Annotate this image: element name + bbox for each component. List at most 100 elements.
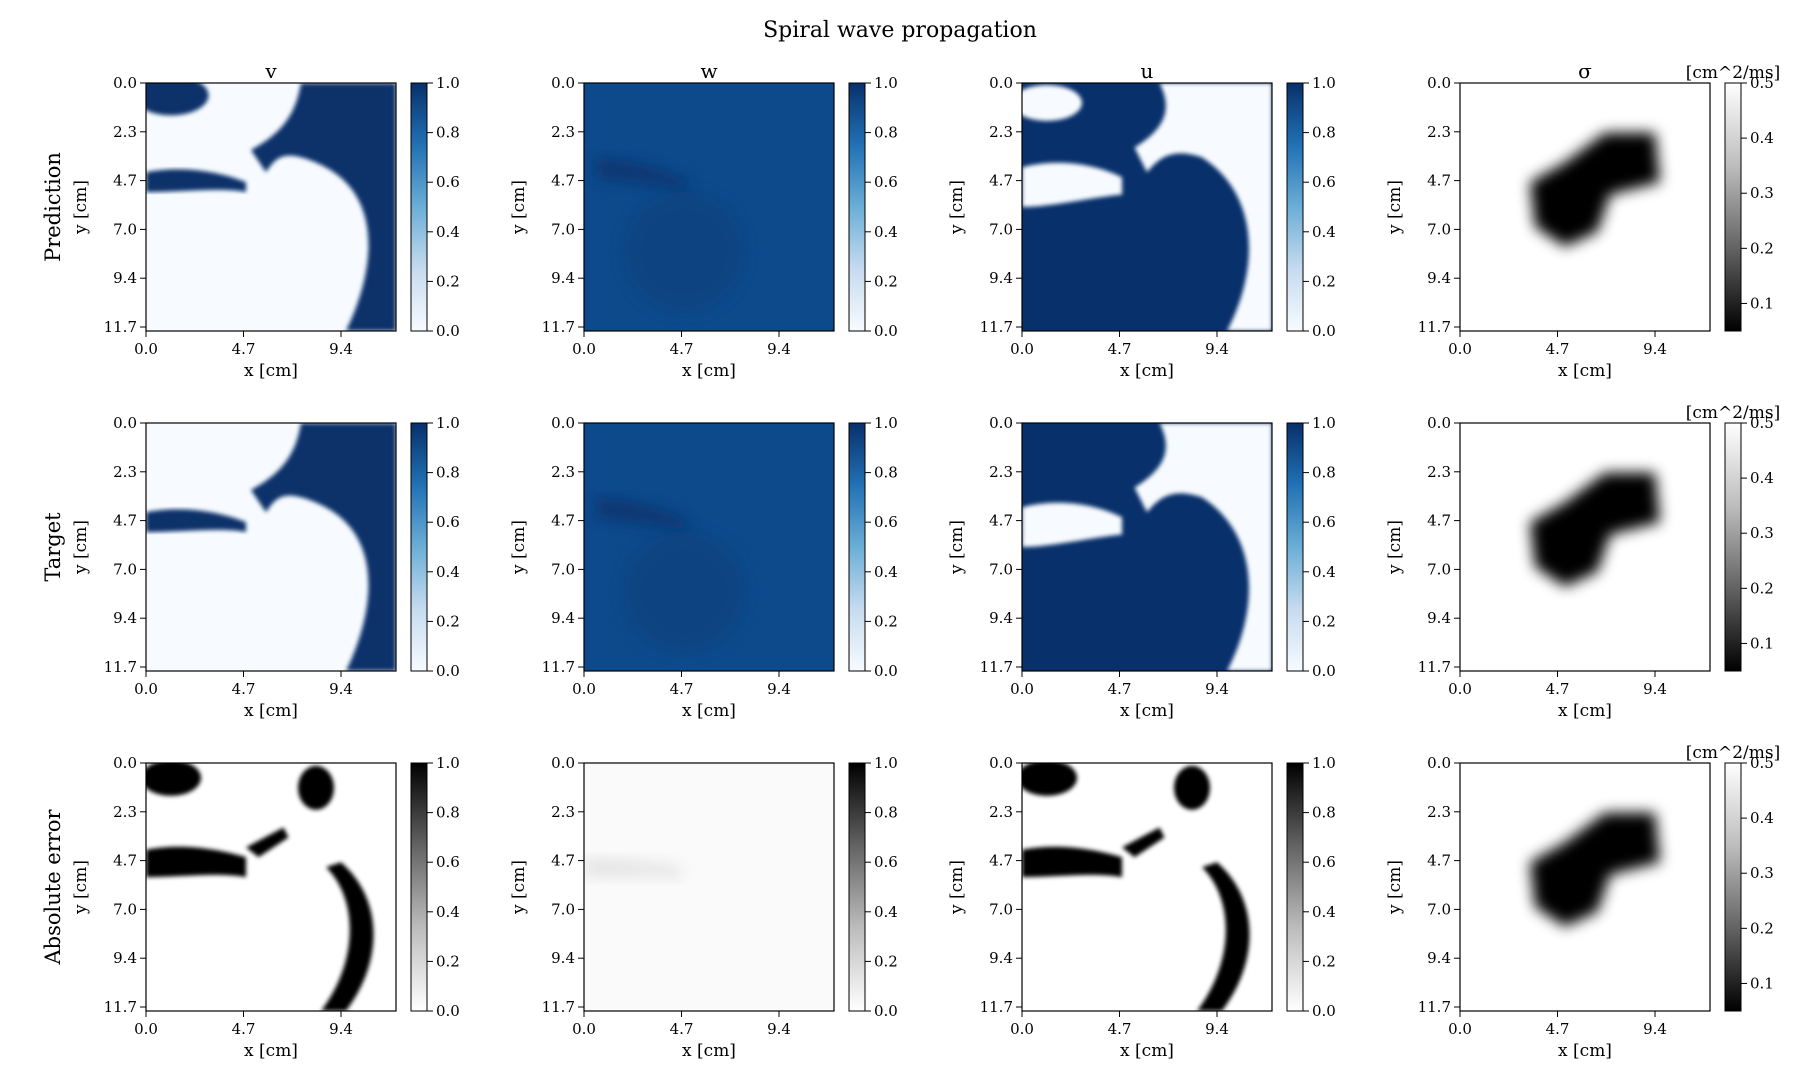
colorbar-tick-label: 0.0 — [874, 662, 898, 680]
heatmap-image — [1460, 83, 1710, 331]
heatmap-panel: 0.0 2.3 4.7 7.0 9.4 11.7 0.0 4.7 9.4 x [cm] y [cm]… — [509, 754, 898, 1061]
heatmap-image — [146, 423, 396, 671]
y-tick-label: 9.4 — [1427, 949, 1451, 967]
colorbar-tick-label: 0.4 — [436, 903, 460, 921]
y-tick-label: 7.0 — [113, 560, 137, 578]
y-tick-label: 4.7 — [551, 852, 575, 870]
colorbar-tick-label: 0.8 — [1312, 464, 1336, 482]
colorbar-tick-label: 0.8 — [1312, 124, 1336, 142]
y-axis-label: y [cm] — [1385, 860, 1405, 915]
colorbar-tick-label: 0.2 — [1750, 919, 1774, 937]
heatmap-panel: 0.0 2.3 4.7 7.0 9.4 11.7 0.0 4.7 9.4 x [cm] y [cm]… — [1385, 59, 1780, 381]
colorbar-tick-label: 0.0 — [1312, 322, 1336, 340]
colorbar-tick-label: 0.4 — [874, 223, 898, 241]
panel-frame — [1021, 762, 1273, 1012]
y-tick-label: 9.4 — [989, 609, 1013, 627]
heatmap-panel: 0.0 2.3 4.7 7.0 9.4 11.7 0.0 4.7 9.4 x [cm] y [cm]… — [1385, 403, 1780, 721]
y-tick-label: 4.7 — [989, 512, 1013, 530]
x-tick-label: 9.4 — [329, 680, 353, 698]
x-tick-label: 4.7 — [1546, 1020, 1570, 1038]
x-tick-label: 0.0 — [1448, 340, 1472, 358]
x-axis-label: x [cm] — [1120, 1041, 1174, 1061]
y-tick-label: 7.0 — [551, 220, 575, 238]
colorbar-tick-label: 0.1 — [1750, 974, 1774, 992]
colorbar-tick-label: 0.6 — [874, 853, 898, 871]
x-axis-label: x [cm] — [244, 701, 298, 721]
y-tick-label: 7.0 — [1427, 560, 1451, 578]
column-title: σ — [1578, 59, 1592, 83]
y-tick-label: 11.7 — [980, 998, 1013, 1016]
colorbar — [410, 762, 428, 1012]
x-tick-label: 0.0 — [134, 340, 158, 358]
colorbar-tick-label: 0.8 — [436, 464, 460, 482]
heatmap-image — [1022, 423, 1272, 671]
y-tick-label: 0.0 — [989, 74, 1013, 92]
y-tick-label: 0.0 — [113, 754, 137, 772]
colorbar — [1286, 422, 1304, 672]
x-tick-label: 0.0 — [1448, 680, 1472, 698]
colorbar — [1286, 82, 1304, 332]
panel-frame — [583, 762, 835, 1012]
x-tick-label: 4.7 — [1108, 1020, 1132, 1038]
y-tick-label: 0.0 — [551, 414, 575, 432]
colorbar-tick-label: 0.8 — [874, 464, 898, 482]
y-tick-label: 0.0 — [1427, 74, 1451, 92]
y-tick-label: 0.0 — [113, 74, 137, 92]
colorbar-tick-label: 0.0 — [436, 1002, 460, 1020]
y-tick-label: 2.3 — [113, 463, 137, 481]
y-axis-label: y [cm] — [947, 520, 967, 575]
colorbar-tick-label: 0.0 — [1312, 1002, 1336, 1020]
heatmap-image — [1022, 763, 1272, 1011]
y-tick-label: 2.3 — [1427, 803, 1451, 821]
row-label: Prediction — [41, 152, 65, 262]
colorbar-tick-label: 0.4 — [874, 563, 898, 581]
colorbar — [848, 422, 866, 672]
y-tick-label: 9.4 — [551, 949, 575, 967]
y-tick-label: 9.4 — [1427, 609, 1451, 627]
colorbar-tick-label: 0.2 — [436, 612, 460, 630]
colorbar — [1724, 422, 1742, 672]
y-tick-label: 0.0 — [551, 754, 575, 772]
heatmap-panel: 0.0 2.3 4.7 7.0 9.4 11.7 0.0 4.7 9.4 x [cm] y [cm]… — [41, 59, 460, 381]
y-tick-label: 4.7 — [1427, 852, 1451, 870]
heatmap-panel: 0.0 2.3 4.7 7.0 9.4 11.7 0.0 4.7 9.4 x [cm] y [cm]… — [947, 59, 1336, 381]
colorbar-tick-label: 0.2 — [874, 612, 898, 630]
colorbar-tick-label: 0.4 — [1312, 223, 1336, 241]
colorbar-tick-label: 0.3 — [1750, 184, 1774, 202]
panel-frame — [583, 422, 835, 672]
y-axis-label: y [cm] — [947, 860, 967, 915]
heatmap-panel: 0.0 2.3 4.7 7.0 9.4 11.7 0.0 4.7 9.4 x [cm] y [cm]… — [41, 754, 460, 1061]
y-tick-label: 4.7 — [1427, 512, 1451, 530]
colorbar-tick-label: 0.4 — [874, 903, 898, 921]
panel-frame — [145, 762, 397, 1012]
y-axis-label: y [cm] — [947, 180, 967, 235]
x-tick-label: 4.7 — [670, 680, 694, 698]
colorbar-tick-label: 0.5 — [1750, 414, 1774, 432]
colorbar-unit-label: [cm^2/ms] — [1686, 403, 1781, 423]
x-tick-label: 0.0 — [134, 1020, 158, 1038]
colorbar-tick-label: 0.2 — [874, 952, 898, 970]
y-tick-label: 2.3 — [1427, 463, 1451, 481]
y-axis-label: y [cm] — [1385, 180, 1405, 235]
y-tick-label: 11.7 — [542, 998, 575, 1016]
colorbar-tick-label: 0.6 — [1312, 513, 1336, 531]
heatmap-image — [1460, 763, 1710, 1011]
x-tick-label: 9.4 — [767, 680, 791, 698]
colorbar-tick-label: 0.2 — [436, 272, 460, 290]
colorbar-tick-label: 1.0 — [436, 414, 460, 432]
x-tick-label: 0.0 — [572, 340, 596, 358]
x-tick-label: 9.4 — [1643, 680, 1667, 698]
y-tick-label: 4.7 — [989, 172, 1013, 190]
y-tick-label: 9.4 — [1427, 269, 1451, 287]
panel-frame — [1021, 82, 1273, 332]
colorbar-tick-label: 0.4 — [1750, 809, 1774, 827]
heatmap-image — [584, 423, 834, 671]
x-tick-label: 0.0 — [1010, 340, 1034, 358]
y-tick-label: 11.7 — [542, 318, 575, 336]
x-tick-label: 4.7 — [232, 340, 256, 358]
x-tick-label: 4.7 — [232, 1020, 256, 1038]
x-tick-label: 4.7 — [670, 1020, 694, 1038]
x-axis-label: x [cm] — [1558, 1041, 1612, 1061]
colorbar-tick-label: 0.4 — [436, 563, 460, 581]
y-axis-label: y [cm] — [509, 180, 529, 235]
